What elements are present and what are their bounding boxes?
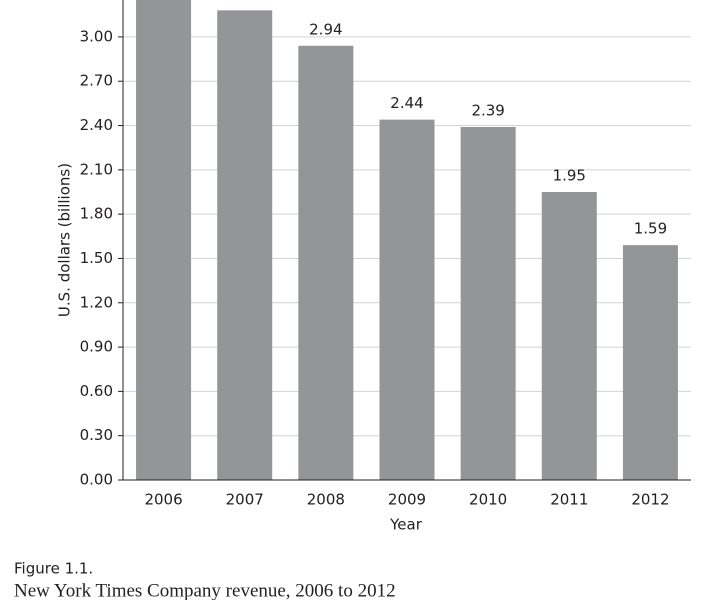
bar <box>136 0 192 480</box>
y-tick-label: 1.20 <box>80 293 113 311</box>
data-label: 1.95 <box>553 167 586 185</box>
y-tick-label: 0.30 <box>80 426 113 444</box>
x-tick-label: 2006 <box>144 491 182 509</box>
bar <box>379 119 435 480</box>
caption-label: Figure 1.1. <box>14 560 93 578</box>
y-tick-label: 0.90 <box>80 338 113 356</box>
y-tick-label: 0.60 <box>80 382 113 400</box>
data-label: 1.59 <box>634 220 667 238</box>
bar <box>217 10 273 480</box>
x-tick-label: 2011 <box>550 491 588 509</box>
plot-area <box>136 0 678 480</box>
bar <box>541 192 597 480</box>
y-tick-label: 2.40 <box>80 116 113 134</box>
y-tick-label: 2.70 <box>80 72 113 90</box>
y-tick-label: 2.10 <box>80 160 113 178</box>
x-tick-label: 2007 <box>226 491 264 509</box>
caption-text: New York Times Company revenue, 2006 to … <box>14 580 396 600</box>
bar <box>622 245 678 480</box>
x-tick-label: 2008 <box>307 491 345 509</box>
x-axis-label: Year <box>389 516 423 534</box>
y-axis-label: U.S. dollars (billions) <box>56 163 74 317</box>
x-tick-label: 2010 <box>469 491 507 509</box>
y-tick-label: 3.00 <box>80 27 113 45</box>
bar <box>460 127 516 480</box>
y-tick-label: 0.00 <box>80 471 113 489</box>
bar <box>298 45 354 480</box>
y-tick-label: 1.80 <box>80 205 113 223</box>
data-label: 2.39 <box>471 102 504 120</box>
y-tick-label: 1.50 <box>80 249 113 267</box>
x-tick-label: 2012 <box>631 491 669 509</box>
data-label: 2.94 <box>309 20 342 38</box>
x-tick-label: 2009 <box>388 491 426 509</box>
data-label: 2.44 <box>390 94 423 112</box>
